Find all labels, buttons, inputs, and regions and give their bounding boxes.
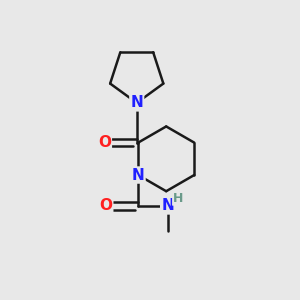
Text: N: N (130, 95, 143, 110)
Text: O: O (98, 135, 111, 150)
Text: N: N (132, 167, 145, 182)
Text: H: H (173, 192, 183, 205)
Text: N: N (161, 198, 174, 213)
Text: O: O (99, 198, 112, 213)
